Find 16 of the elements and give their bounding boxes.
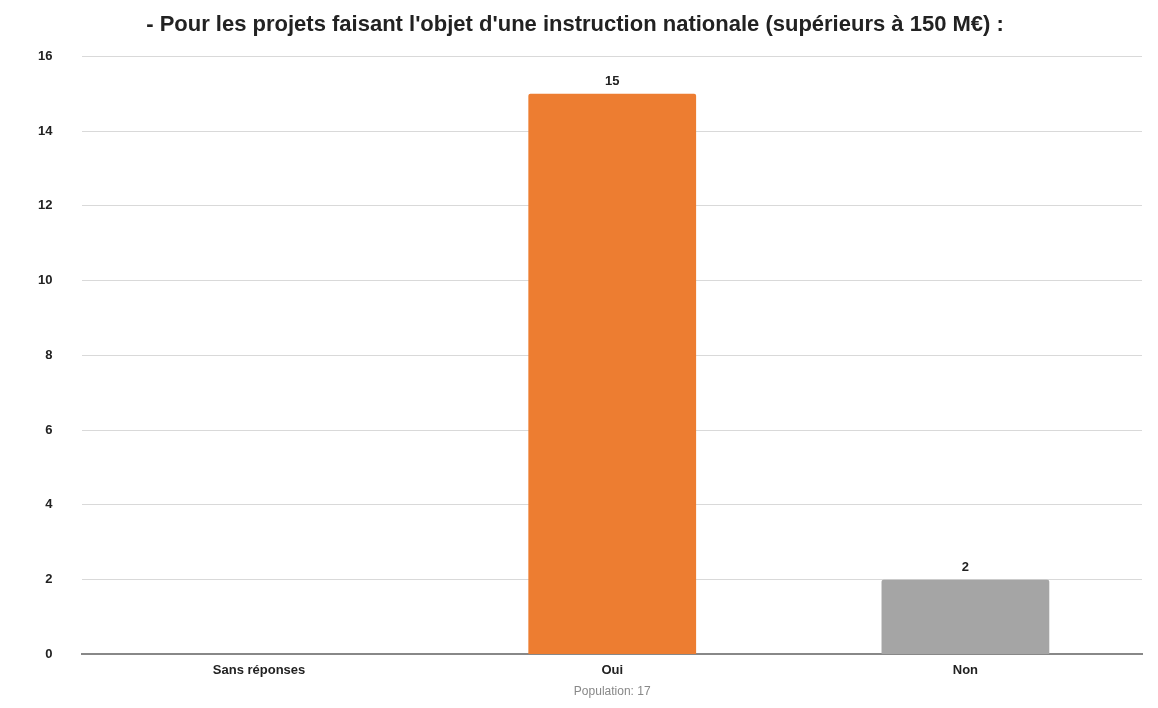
chart-title: - Pour les projets faisant l'objet d'une instruction nationale (supérieurs à 150 M€) :: [146, 11, 1004, 37]
y-tick-label: 0: [45, 645, 53, 661]
x-tick-label: Oui: [601, 661, 624, 677]
x-tick-label: Sans réponses: [212, 661, 306, 677]
y-tick-label: 2: [45, 571, 53, 587]
y-tick-label: 12: [37, 197, 53, 213]
text: Population: 17: [573, 684, 651, 699]
y-tick-label: 16: [37, 47, 53, 63]
data-label: 2: [961, 558, 970, 574]
x-tick-label: Non: [952, 661, 979, 677]
data-label: 15: [605, 72, 620, 88]
y-tick-label: 8: [45, 346, 53, 362]
y-tick-label: 4: [45, 496, 54, 512]
y-tick-label: 6: [45, 421, 53, 437]
y-tick-label: 14: [37, 122, 54, 138]
y-tick-label: 10: [37, 272, 53, 288]
